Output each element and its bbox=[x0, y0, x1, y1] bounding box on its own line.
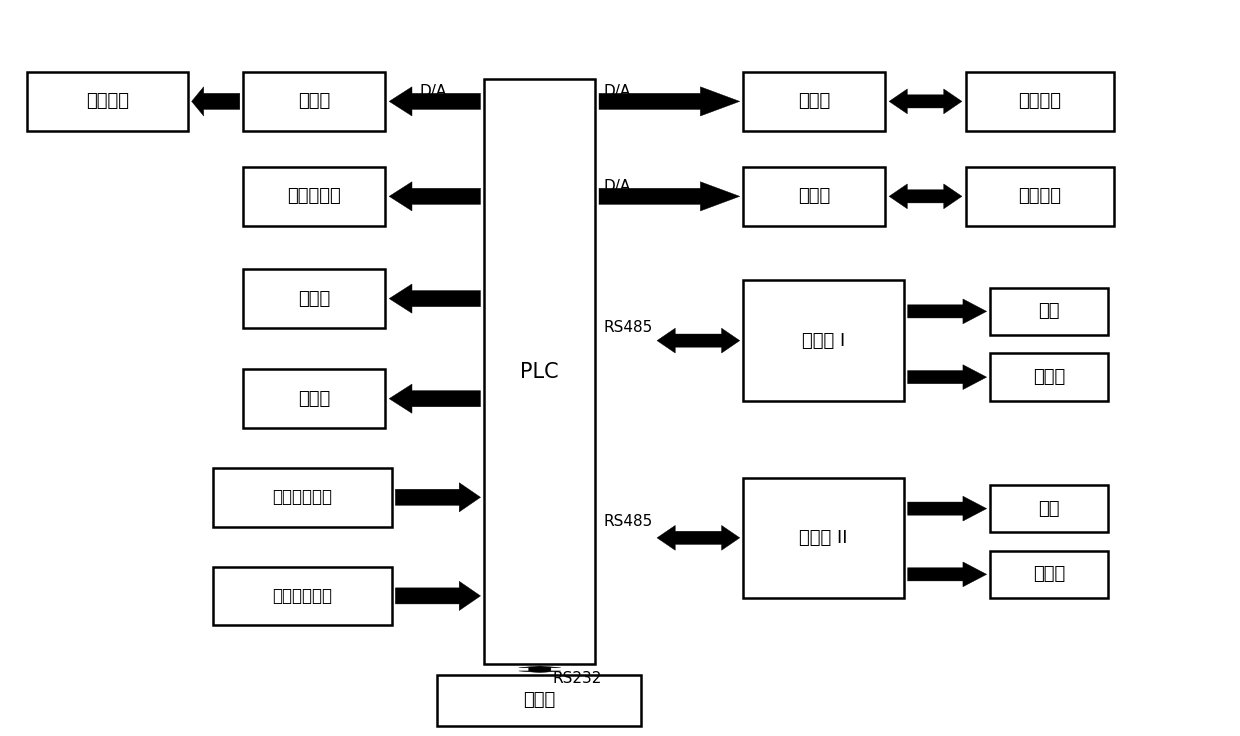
Bar bbox=[744, 280, 904, 401]
Text: D/A: D/A bbox=[604, 85, 631, 99]
Bar bbox=[212, 567, 392, 625]
Bar bbox=[243, 269, 386, 328]
Polygon shape bbox=[657, 526, 740, 551]
Text: 放线电机: 放线电机 bbox=[1018, 93, 1061, 110]
Text: 油温: 油温 bbox=[1038, 500, 1060, 517]
Polygon shape bbox=[389, 384, 481, 414]
Text: 高压水清洗: 高压水清洗 bbox=[288, 188, 341, 205]
Polygon shape bbox=[518, 666, 560, 673]
Text: 温控表 I: 温控表 I bbox=[802, 332, 846, 350]
Text: 断丝检测信号: 断丝检测信号 bbox=[272, 488, 332, 506]
Text: PLC: PLC bbox=[521, 361, 559, 382]
Bar bbox=[27, 72, 188, 130]
Polygon shape bbox=[599, 182, 740, 211]
Polygon shape bbox=[908, 365, 987, 389]
Polygon shape bbox=[396, 483, 481, 512]
Text: 粗刷电机: 粗刷电机 bbox=[87, 93, 129, 110]
Bar bbox=[991, 485, 1107, 532]
Bar bbox=[484, 79, 595, 664]
Bar bbox=[212, 468, 392, 526]
Text: 水吹干: 水吹干 bbox=[299, 289, 331, 308]
Text: D/A: D/A bbox=[420, 85, 448, 99]
Bar bbox=[243, 167, 386, 225]
Polygon shape bbox=[657, 328, 740, 353]
Polygon shape bbox=[908, 562, 987, 587]
Text: 触摸屏: 触摸屏 bbox=[523, 691, 556, 710]
Bar bbox=[243, 72, 386, 130]
Polygon shape bbox=[599, 87, 740, 116]
Polygon shape bbox=[889, 89, 962, 114]
Bar bbox=[991, 551, 1107, 598]
Polygon shape bbox=[396, 581, 481, 610]
Text: 收线电机: 收线电机 bbox=[1018, 188, 1061, 205]
Polygon shape bbox=[889, 184, 962, 209]
Bar bbox=[744, 478, 904, 598]
Polygon shape bbox=[908, 496, 987, 521]
Bar bbox=[991, 353, 1107, 401]
Polygon shape bbox=[389, 284, 481, 314]
Bar bbox=[966, 167, 1114, 225]
Bar bbox=[991, 288, 1107, 335]
Text: 油加热: 油加热 bbox=[1033, 565, 1065, 584]
Bar bbox=[438, 675, 641, 726]
Text: D/A: D/A bbox=[604, 180, 631, 194]
Polygon shape bbox=[192, 87, 239, 116]
Text: 水温: 水温 bbox=[1038, 302, 1060, 320]
Polygon shape bbox=[389, 182, 481, 211]
Polygon shape bbox=[389, 87, 481, 116]
Text: 水加热: 水加热 bbox=[1033, 368, 1065, 386]
Text: RS232: RS232 bbox=[552, 671, 601, 686]
Text: 变频器: 变频器 bbox=[299, 93, 331, 110]
Polygon shape bbox=[908, 299, 987, 324]
Text: RS485: RS485 bbox=[604, 320, 653, 336]
Text: 油吹干: 油吹干 bbox=[299, 389, 331, 408]
Text: RS485: RS485 bbox=[604, 514, 653, 529]
Text: 拉力检测信号: 拉力检测信号 bbox=[272, 587, 332, 605]
Bar bbox=[966, 72, 1114, 130]
Bar bbox=[744, 167, 885, 225]
Bar bbox=[243, 369, 386, 428]
Bar bbox=[744, 72, 885, 130]
Text: 变频器: 变频器 bbox=[799, 93, 831, 110]
Text: 变频器: 变频器 bbox=[799, 188, 831, 205]
Text: 温控表 II: 温控表 II bbox=[800, 529, 848, 547]
